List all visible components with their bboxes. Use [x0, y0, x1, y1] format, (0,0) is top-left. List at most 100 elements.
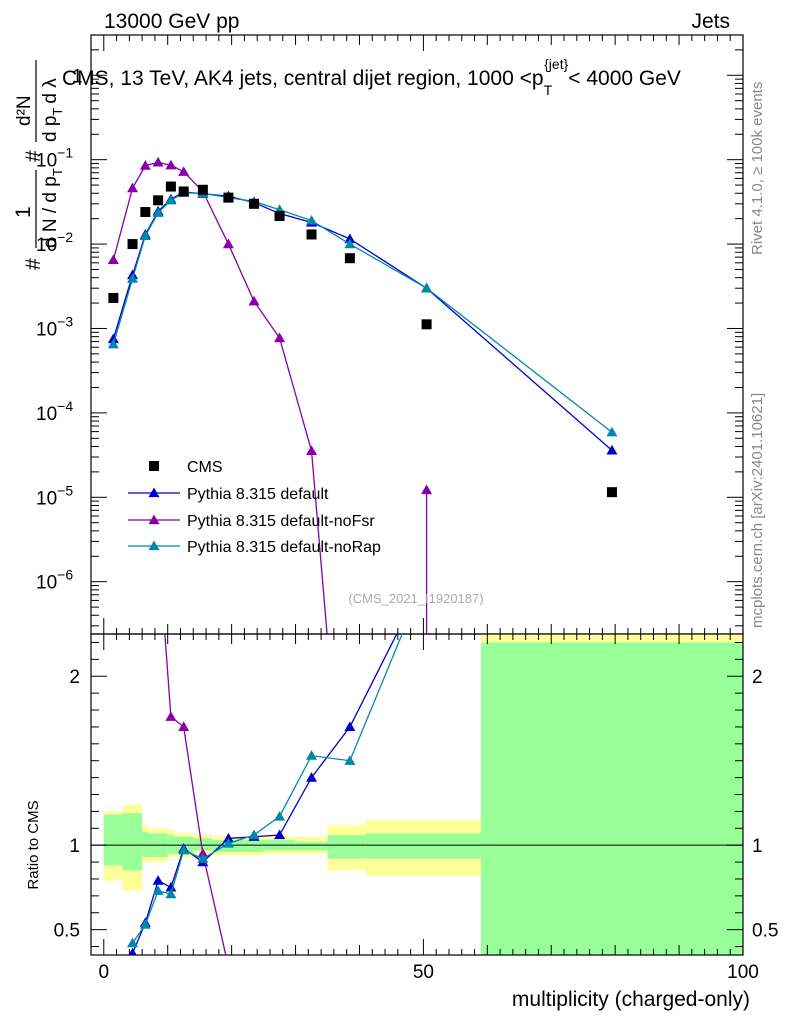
ratio-marker-norap: [306, 750, 318, 760]
legend-entry-label: Pythia 8.315 default: [187, 486, 329, 503]
cms-data-point: [197, 184, 208, 195]
y-axis-label-hash: #: [22, 258, 45, 270]
marker-nofsr: [421, 484, 433, 495]
legend: CMS Pythia 8.315 default Pythia 8.315 defa…: [128, 459, 381, 556]
x-tick-label: 50: [413, 962, 434, 983]
marker-nofsr: [152, 156, 164, 167]
marker-norap: [165, 194, 177, 205]
uncertainty-band-green: [365, 833, 481, 859]
ratio-marker-norap: [274, 810, 286, 821]
x-axis-label: multiplicity (charged-only): [512, 988, 750, 1011]
cms-data-point: [421, 319, 432, 330]
legend-entry-label: Pythia 8.315 default-noFsr: [187, 513, 375, 530]
y-tick-label: 10−3: [36, 313, 73, 340]
x-tick-label: 0: [98, 962, 109, 983]
marker-norap: [152, 207, 164, 217]
cms-data-point: [140, 206, 151, 217]
y-tick-label: 10−2: [36, 229, 73, 256]
marker-norap: [139, 230, 151, 241]
cms-data-point: [153, 195, 164, 206]
jets-label: Jets: [691, 10, 730, 33]
y-axis-label-num: 1: [12, 206, 35, 218]
ratio-marker-default: [344, 721, 356, 732]
marker-nofsr: [222, 238, 234, 249]
marker-nofsr: [248, 295, 260, 306]
marker-nofsr: [165, 159, 177, 170]
ratio-marker-norap: [165, 888, 177, 899]
rivet-version-label: Rivet 4.1.0, ≥ 100k events: [749, 82, 766, 255]
marker-norap: [344, 238, 356, 249]
uncertainty-band-green: [193, 838, 213, 851]
y-axis-label: # 1 d N / d pT # d²N d pTd λ: [12, 60, 65, 270]
cms-data-point: [606, 487, 617, 498]
ratio-marker-norap: [197, 853, 209, 863]
y-tick-label: 1: [72, 66, 83, 87]
ratio-y-label: Ratio to CMS: [25, 800, 42, 889]
chart-title: CMS, 13 TeV, AK4 jets, central dijet reg…: [62, 56, 681, 98]
marker-norap: [107, 338, 119, 349]
ratio-marker-norap: [222, 837, 234, 848]
main-panel: 1 10−1 10−2 10−3 10−4 10−5 10−6: [36, 34, 744, 635]
cms-data-point: [344, 253, 355, 264]
ratio-marker-default: [222, 832, 234, 843]
x-tick-label: 100: [727, 962, 759, 983]
cms-data-point: [178, 186, 189, 197]
uncertainty-band-green: [244, 840, 264, 852]
uncertainty-band-green: [295, 841, 328, 851]
legend-entry-label: Pythia 8.315 default-noRap: [187, 539, 381, 556]
marker-norap: [606, 426, 618, 437]
ratio-marker-default: [165, 881, 177, 892]
ratio-bands: [103, 634, 743, 955]
series-line-nofsr: [310, 450, 328, 634]
ratio-line-nofsr: [164, 634, 227, 955]
uncertainty-band-green: [167, 835, 175, 854]
chart-title-sub: T: [544, 82, 553, 98]
ratio-marker-norap: [139, 919, 151, 929]
uncertainty-band-green: [103, 814, 123, 866]
main-data: [107, 156, 618, 634]
marker-default: [107, 333, 119, 344]
ratio-marker-default: [152, 875, 164, 885]
ratio-y-tick-label: 1: [69, 836, 80, 857]
marker-norap: [306, 215, 318, 225]
ratio-marker-norap: [344, 755, 356, 765]
cms-data-point: [306, 229, 317, 240]
ratio-y-tick-label: 0.5: [54, 921, 80, 942]
legend-marker: [148, 514, 160, 525]
y-tick-label: 10−5: [36, 482, 73, 509]
marker-nofsr: [107, 254, 119, 264]
series-line-default: [112, 191, 613, 451]
uncertainty-band-green: [480, 642, 743, 955]
chart-title-sup: {jet}: [544, 56, 568, 72]
ratio-line-default: [131, 634, 398, 954]
marker-nofsr: [127, 182, 139, 193]
cms-data-point: [165, 181, 176, 192]
chart-title-main: CMS, 13 TeV, AK4 jets, central dijet reg…: [62, 67, 544, 90]
ratio-marker-nofsr: [223, 961, 234, 971]
ratio-marker-default: [274, 829, 286, 840]
series-line-norap: [112, 192, 613, 433]
y-axis-label-num2: d²N: [14, 95, 35, 126]
legend-marker: [148, 540, 160, 551]
uncertainty-band-green: [327, 835, 366, 859]
ratio-marker-norap: [178, 844, 190, 855]
mcplots-label: mcplots.cern.ch [arXiv:2401.10621]: [749, 393, 766, 628]
uncertainty-band-green: [142, 831, 149, 858]
energy-label: 13000 GeV pp: [104, 10, 239, 33]
ratio-y-tick-label-right: 1: [752, 836, 763, 857]
marker-norap: [421, 282, 433, 293]
marker-norap: [127, 273, 139, 283]
ratio-line-norap: [132, 634, 403, 944]
marker-nofsr: [274, 332, 286, 343]
y-tick-label: 10−6: [36, 567, 73, 594]
cms-data-point: [223, 192, 234, 203]
ratio-data: [127, 634, 403, 971]
series-line-nofsr: [112, 161, 313, 452]
y-tick-label: 10−1: [36, 145, 73, 172]
ratio-marker-default: [306, 772, 318, 782]
marker-nofsr: [306, 445, 318, 455]
cms-data-point: [108, 292, 119, 303]
analysis-watermark: (CMS_2021_I1920187): [348, 591, 483, 606]
legend-marker: [148, 487, 160, 498]
